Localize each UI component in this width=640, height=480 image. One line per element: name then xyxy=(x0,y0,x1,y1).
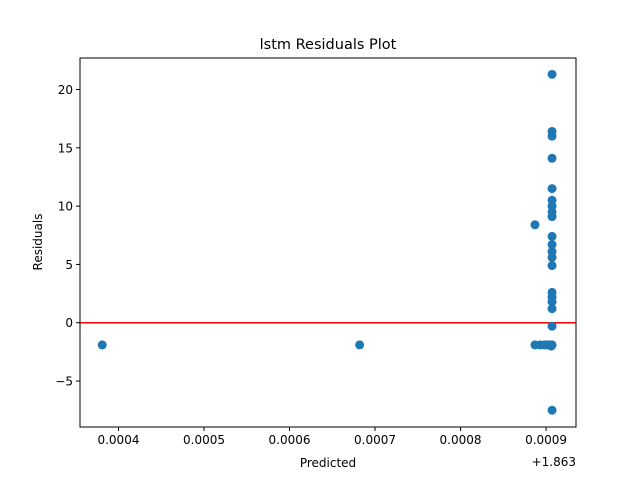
data-point-11 xyxy=(547,131,557,141)
x-tick-label-5: 0.0009 xyxy=(525,433,567,447)
data-point-0 xyxy=(97,340,107,350)
y-tick-label-2: 5 xyxy=(65,258,73,272)
data-point-17 xyxy=(547,212,557,222)
x-tick-label-2: 0.0006 xyxy=(269,433,311,447)
data-point-28 xyxy=(547,340,557,350)
x-tick-label-0: 0.0004 xyxy=(97,433,139,447)
data-point-29 xyxy=(547,405,557,415)
axes-frame xyxy=(79,57,577,428)
data-point-12 xyxy=(547,153,557,163)
data-point-1 xyxy=(355,340,365,350)
plot-area xyxy=(80,69,576,415)
data-point-2 xyxy=(530,220,540,230)
x-tick-label-4: 0.0008 xyxy=(440,433,482,447)
data-point-27 xyxy=(547,321,557,331)
y-tick-label-4: 15 xyxy=(58,141,73,155)
y-tick-label-0: −5 xyxy=(55,375,73,389)
chart-title: lstm Residuals Plot xyxy=(260,37,397,53)
y-tick-label-3: 10 xyxy=(58,200,73,214)
data-point-9 xyxy=(547,69,557,79)
data-point-26 xyxy=(547,304,557,314)
y-axis: −5 0 5 10 15 20 xyxy=(55,83,80,389)
data-point-13 xyxy=(547,184,557,194)
x-axis-label: Predicted xyxy=(300,456,356,470)
data-point-21 xyxy=(547,252,557,262)
data-point-18 xyxy=(547,231,557,241)
data-point-19 xyxy=(547,240,557,250)
data-point-22 xyxy=(547,261,557,271)
y-tick-label-5: 20 xyxy=(58,83,73,97)
x-tick-label-1: 0.0005 xyxy=(183,433,225,447)
y-axis-label: Residuals xyxy=(31,214,45,271)
data-point-25 xyxy=(547,297,557,307)
x-axis-offset-label: +1.863 xyxy=(532,455,576,469)
x-axis: 0.0004 0.0005 0.0006 0.0007 0.0008 0.0009 xyxy=(97,427,567,447)
y-tick-label-1: 0 xyxy=(65,316,73,330)
x-tick-label-3: 0.0007 xyxy=(354,433,396,447)
